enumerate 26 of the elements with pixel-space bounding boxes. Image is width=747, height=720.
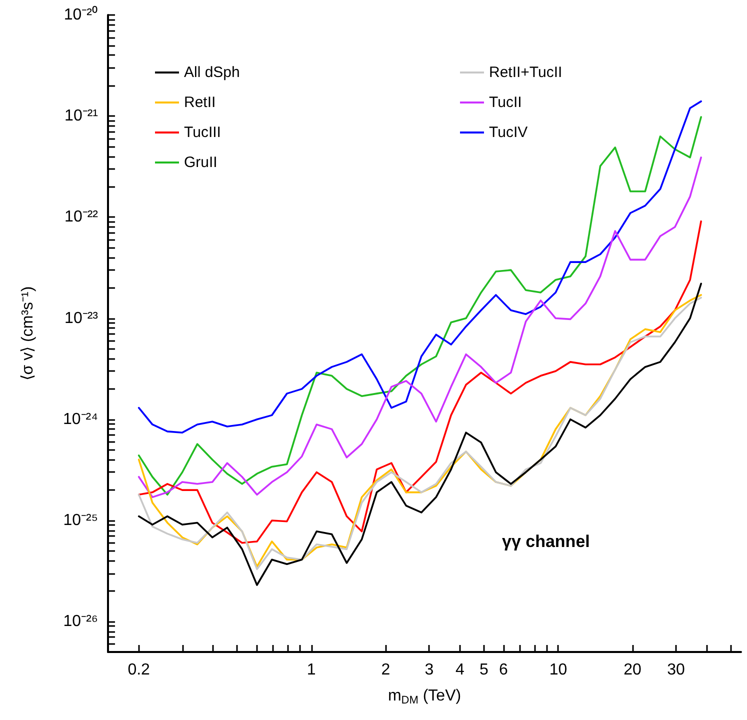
x-tick-label: 6 (499, 662, 508, 678)
y-tick-label: 10⁻²⁶ (63, 613, 98, 630)
legend-label: TucIV (489, 124, 528, 141)
y-tick-label: 10⁻²³ (64, 310, 99, 327)
x-tick-label: 1 (306, 662, 316, 678)
y-tick-label: 10⁻²⁵ (63, 512, 98, 529)
y-tick-label: 10⁻²² (64, 208, 99, 226)
annotation: γγ channel (502, 532, 590, 551)
x-tick-label: 20 (624, 662, 642, 678)
legend-label: RetII+TucII (489, 64, 562, 81)
legend-label: TucII (489, 94, 522, 111)
x-tick-label: 30 (667, 662, 686, 678)
legend-label: TucIII (184, 124, 221, 141)
y-tick-label: 10⁻²⁴ (63, 410, 98, 428)
x-tick-label: 10 (549, 662, 568, 678)
y-tick-label: 10⁻²¹ (64, 108, 98, 125)
legend-label: All dSph (184, 64, 240, 81)
x-tick-label: 5 (479, 662, 488, 678)
x-tick-label: 4 (456, 662, 465, 678)
y-tick-label: 10⁻²⁰ (64, 6, 98, 24)
x-tick-label: 0.2 (128, 662, 150, 678)
y-axis-title: ⟨σ v⟩ (cm³s⁻¹) (20, 286, 36, 381)
legend-label: GruII (184, 154, 218, 171)
legend-label: RetII (184, 94, 216, 111)
x-tick-label: 3 (424, 662, 434, 678)
x-tick-label: 2 (381, 662, 390, 678)
